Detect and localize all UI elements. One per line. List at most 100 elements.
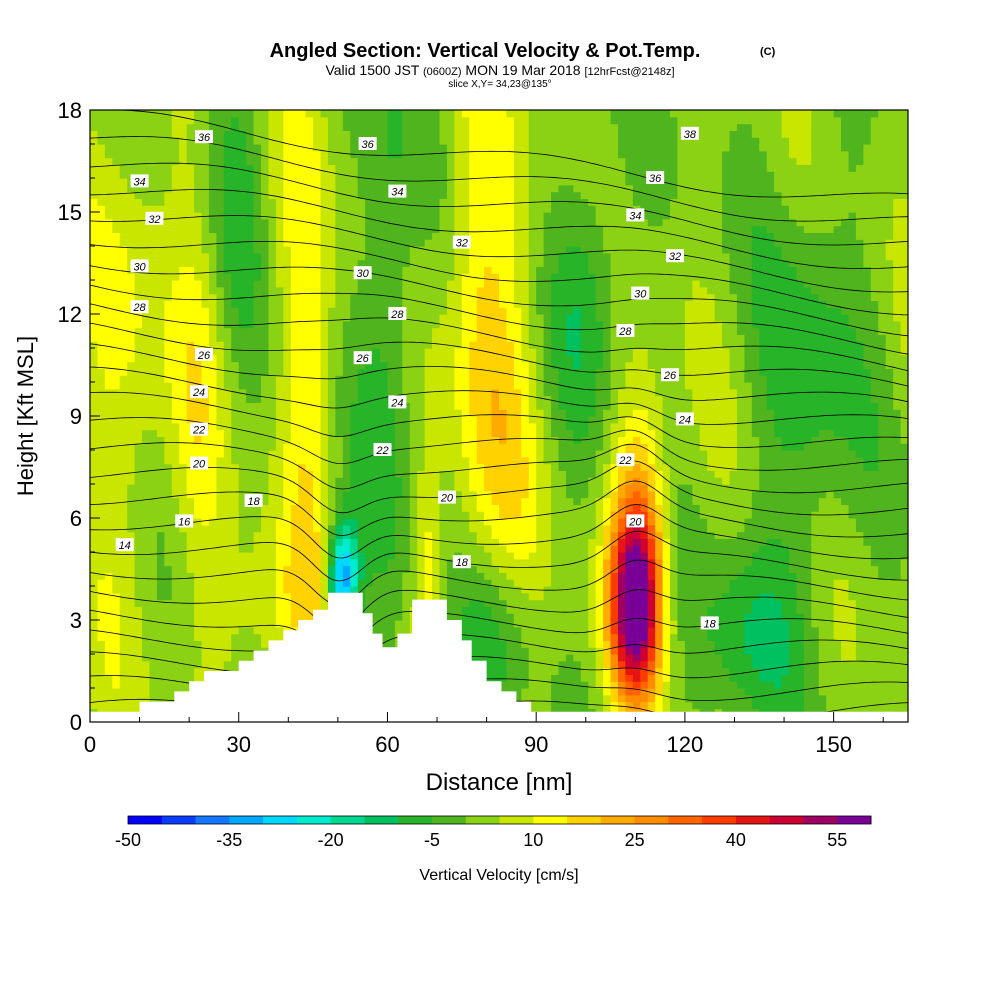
contour-label: 16 (178, 516, 191, 528)
contour-label-bg (661, 368, 680, 382)
colorbar-swatch (634, 816, 669, 824)
colorbar-tick-label: -20 (318, 830, 344, 850)
contour-label-bg (244, 494, 263, 507)
valid-utc: (0600Z) (423, 66, 462, 78)
y-tick-label: 6 (70, 506, 82, 531)
contour-label: 22 (618, 455, 631, 467)
colorbar-swatch (263, 816, 298, 824)
slice-label: slice X,Y= 34,23@135° (448, 79, 551, 90)
contour-label: 30 (634, 289, 647, 301)
colorbar-swatch (533, 816, 568, 824)
colorbar: -50 -35 -20 -5 10 25 40 55 (115, 815, 872, 850)
chart-title: Angled Section: Vertical Velocity & Pot.… (270, 40, 701, 62)
forecast-label: [12hrFcst@2148z] (584, 66, 674, 78)
vertical-velocity-field (90, 110, 908, 722)
colorbar-swatch (702, 816, 737, 824)
contour-label-bg (388, 395, 407, 409)
colorbar-swatch (668, 816, 703, 824)
contour-label: 34 (133, 176, 145, 188)
contour-label: 20 (628, 516, 642, 528)
y-tick-label: 12 (58, 302, 82, 327)
colorbar-swatch (229, 816, 264, 824)
contour-label: 14 (119, 540, 131, 552)
contour-label-bg (631, 286, 650, 300)
contour-label: 20 (192, 459, 206, 471)
contour-label: 18 (247, 496, 260, 508)
contour-label-bg (130, 300, 149, 314)
contour-label-bg (452, 555, 471, 569)
contour-label: 28 (132, 302, 146, 314)
y-tick-label: 15 (58, 200, 82, 225)
x-axis: 0 30 60 90 120 150 (84, 712, 884, 757)
contour-label: 28 (390, 309, 404, 321)
colorbar-tick-label: 10 (523, 830, 543, 850)
contour-label-bg (190, 456, 209, 470)
contour-label-bg (195, 130, 214, 144)
contour-label-bg (115, 538, 134, 552)
x-tick-label: 120 (667, 732, 704, 757)
x-tick-label: 90 (524, 732, 548, 757)
colorbar-swatch (364, 816, 399, 824)
contour-label-bg (373, 443, 392, 456)
contour-label-bg (145, 211, 164, 225)
contour-label: 24 (192, 387, 205, 399)
contour-label-bg (130, 174, 149, 188)
contour-label: 22 (375, 445, 388, 457)
contour-label-bg (616, 324, 635, 337)
contour-label-bg (680, 126, 699, 140)
colorbar-tick-label: 25 (625, 830, 645, 850)
contour-label: 34 (391, 187, 403, 199)
colorbar-tick-label: -50 (115, 830, 141, 850)
contour-label-bg (175, 514, 194, 528)
contour-label: 32 (669, 251, 681, 263)
valid-time-line: Valid 1500 JST (0600Z) MON 19 Mar 2018 [… (325, 62, 674, 78)
contour-label: 22 (192, 425, 205, 437)
contour-label-bg (700, 616, 719, 630)
contour-label: 18 (704, 618, 717, 630)
x-tick-label: 150 (815, 732, 852, 757)
colorbar-swatch (195, 816, 230, 824)
colorbar-swatch (567, 816, 602, 824)
contour-label: 18 (456, 557, 469, 569)
contour-labels: 14 16 18 20 22 24 26 28 30 32 34 36 36 34 32 30 28 26 24 22… (115, 126, 719, 630)
contour-label-bg (626, 208, 645, 222)
x-tick-label: 30 (226, 732, 250, 757)
contour-label-bg (190, 385, 209, 399)
colorbar-swatch (803, 816, 838, 824)
contour-label: 34 (629, 210, 641, 222)
colorbar-swatch (837, 816, 872, 824)
x-tick-label: 0 (84, 732, 96, 757)
contour-label-bg (616, 453, 635, 467)
colorbar-swatch (330, 816, 365, 824)
colorbar-tick-label: -5 (424, 830, 440, 850)
contour-label-bg (626, 514, 645, 528)
colorbar-swatch (600, 816, 635, 824)
contour-label: 20 (440, 493, 454, 505)
colorbar-swatch (398, 816, 433, 824)
contour-label: 30 (133, 261, 146, 273)
colorbar-swatch (128, 816, 163, 824)
contour-label-bg (388, 184, 407, 198)
contour-label: 26 (356, 353, 370, 365)
valid-date: MON 19 Mar 2018 (465, 62, 580, 78)
contour-label: 32 (148, 214, 160, 226)
contour-label: 32 (456, 238, 468, 250)
colorbar-swatch (296, 816, 332, 824)
contour-label-bg (130, 259, 149, 273)
y-tick-label: 0 (70, 710, 82, 735)
valid-prefix: Valid 1500 JST (325, 62, 419, 78)
contour-label: 38 (684, 129, 697, 141)
y-tick-label: 9 (70, 404, 82, 429)
colorbar-swatch (769, 816, 804, 824)
terrain-profile (90, 592, 908, 722)
colorbar-label: Vertical Velocity [cm/s] (419, 867, 578, 884)
colorbar-tick-label: 40 (726, 830, 746, 850)
colorbar-swatch (735, 816, 771, 824)
colorbar-tick-label: -35 (216, 830, 242, 850)
contour-label-bg (646, 171, 665, 184)
y-tick-label: 3 (70, 608, 82, 633)
contour-label-bg (388, 307, 407, 320)
colorbar-swatch (161, 816, 196, 824)
colorbar-swatch (431, 816, 467, 824)
